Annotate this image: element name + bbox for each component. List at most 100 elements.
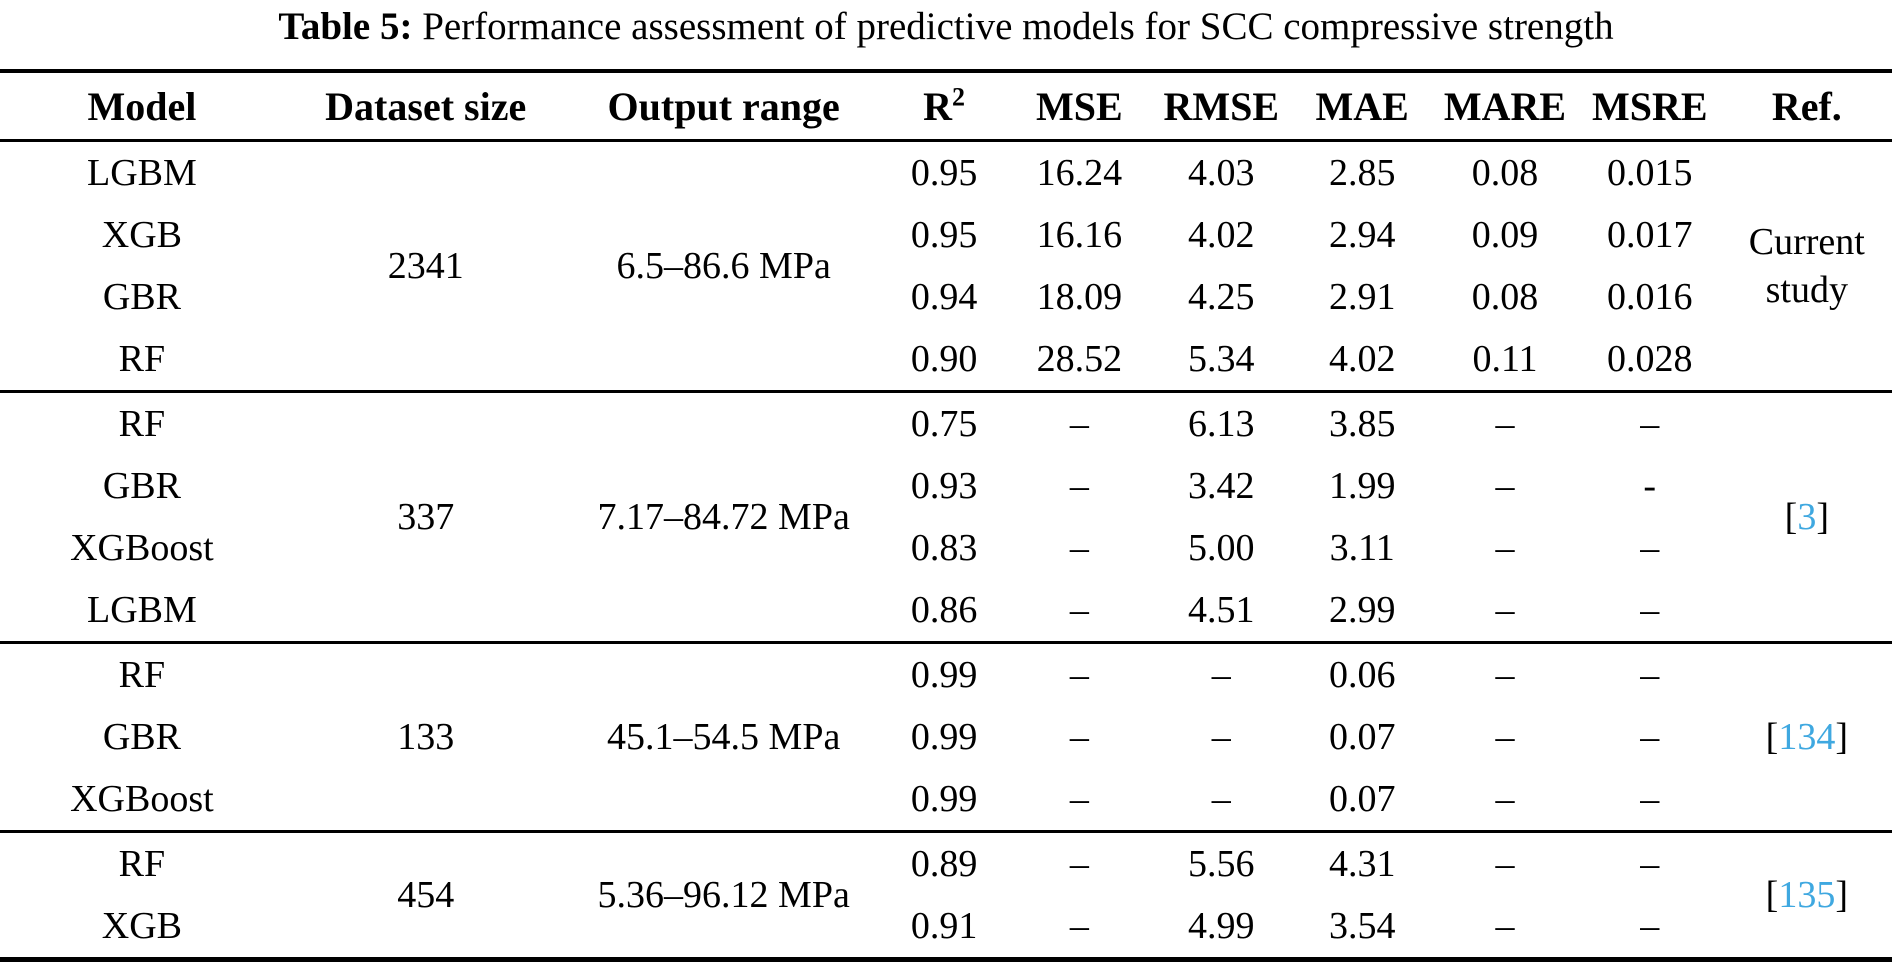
citation-bracket-close: ]: [1816, 496, 1829, 538]
citation-bracket-open: [: [1765, 874, 1779, 916]
cell-msre: -: [1643, 465, 1657, 507]
column-header-msre: MSRE: [1591, 83, 1708, 129]
column-header-rmse: RMSE: [1163, 83, 1280, 129]
column-header-r2: R2: [923, 82, 966, 129]
cell-r2: 0.75: [910, 403, 978, 445]
table-row: LGBM 0.86 – 4.51 2.99 – –: [0, 579, 1892, 643]
cell-mare: –: [1495, 654, 1515, 696]
table-row: XGBoost 0.83 – 5.00 3.11 – –: [0, 517, 1892, 579]
cell-mare: 0.09: [1471, 214, 1539, 256]
table-header: Model Dataset size Output range R2 MSE R…: [0, 71, 1892, 141]
cell-output-range: 45.1–54.5 MPa: [607, 716, 841, 758]
cell-r2: 0.95: [910, 214, 978, 256]
table-row: XGB 0.91 – 4.99 3.54 – –: [0, 895, 1892, 960]
cell-mare: –: [1495, 778, 1515, 820]
cell-rmse: 5.34: [1187, 338, 1255, 380]
cell-ref: [135]: [1722, 832, 1892, 960]
table-row: XGBoost 0.99 – – 0.07 – –: [0, 768, 1892, 832]
cell-mse: 16.24: [1036, 152, 1123, 194]
cell-r2: 0.95: [910, 152, 978, 194]
cell-msre: –: [1640, 654, 1660, 696]
cell-msre: 0.017: [1607, 214, 1693, 256]
cell-r2: 0.83: [910, 527, 978, 569]
table-caption-text: Performance assessment of predictive mod…: [412, 5, 1614, 48]
results-table: Model Dataset size Output range R2 MSE R…: [0, 69, 1892, 962]
citation: [3]: [1785, 496, 1829, 538]
cell-mse: 18.09: [1036, 276, 1123, 318]
table-row: RF 337 7.17–84.72 MPa 0.75 – 6.13 3.85 –…: [0, 392, 1892, 538]
cell-dataset-size: 2341: [387, 245, 464, 287]
cell-mare: 0.11: [1472, 338, 1538, 380]
table-row: RF 454 5.36–96.12 MPa 0.89 – 5.56 4.31 –…: [0, 832, 1892, 916]
cell-dataset-size: 454: [397, 874, 455, 916]
column-header-mare: MARE: [1443, 83, 1567, 129]
table-group-current-study: LGBM 2341 6.5–86.6 MPa 0.95 16.24 4.03 2…: [0, 141, 1892, 392]
cell-mse: –: [1069, 905, 1089, 947]
citation-bracket-open: [: [1784, 496, 1798, 538]
cell-model: GBR: [102, 465, 181, 507]
cell-model: GBR: [102, 716, 181, 758]
citation-link[interactable]: 134: [1778, 716, 1836, 758]
column-header-output-range: Output range: [607, 83, 840, 129]
cell-model: GBR: [102, 276, 181, 318]
cell-mse: –: [1069, 589, 1089, 631]
citation-link[interactable]: 3: [1797, 496, 1817, 538]
cell-msre: 0.028: [1607, 338, 1693, 380]
table-group-ref-134: RF 133 45.1–54.5 MPa 0.99 – – 0.06 – – […: [0, 643, 1892, 832]
cell-model: LGBM: [87, 589, 197, 631]
cell-r2: 0.99: [910, 778, 978, 820]
table-row: GBR 0.99 – – 0.07 – –: [0, 706, 1892, 768]
cell-model: RF: [118, 338, 166, 380]
cell-msre: –: [1640, 778, 1660, 820]
r2-superscript: 2: [952, 82, 966, 112]
cell-mare: –: [1495, 589, 1515, 631]
cell-mare: –: [1495, 716, 1515, 758]
table-group-ref-135: RF 454 5.36–96.12 MPa 0.89 – 5.56 4.31 –…: [0, 832, 1892, 960]
cell-mae: 0.06: [1328, 654, 1396, 696]
cell-mae: 2.85: [1328, 152, 1396, 194]
cell-model: RF: [118, 654, 166, 696]
cell-mse: –: [1069, 654, 1089, 696]
cell-r2: 0.91: [910, 905, 978, 947]
cell-mse: –: [1069, 527, 1089, 569]
table-row: RF 133 45.1–54.5 MPa 0.99 – – 0.06 – – […: [0, 643, 1892, 758]
cell-rmse: 3.42: [1187, 465, 1255, 507]
cell-model: XGB: [101, 214, 183, 256]
cell-mare: –: [1495, 905, 1515, 947]
cell-ref: [134]: [1722, 643, 1892, 832]
cell-mae: 3.11: [1329, 527, 1395, 569]
cell-mae: 0.07: [1328, 716, 1396, 758]
cell-r2: 0.94: [910, 276, 978, 318]
cell-rmse: 5.00: [1187, 527, 1255, 569]
cell-mae: 3.54: [1328, 905, 1396, 947]
cell-mae: 4.31: [1328, 843, 1396, 885]
cell-rmse: 4.02: [1187, 214, 1255, 256]
cell-rmse: 5.56: [1187, 843, 1255, 885]
cell-msre: –: [1640, 589, 1660, 631]
cell-rmse: –: [1211, 716, 1231, 758]
cell-model: XGBoost: [70, 778, 214, 820]
header-row: Model Dataset size Output range R2 MSE R…: [0, 71, 1892, 141]
cell-rmse: 4.03: [1187, 152, 1255, 194]
cell-model: XGB: [101, 905, 183, 947]
cell-mae: 2.94: [1328, 214, 1396, 256]
table-row: XGB 0.95 16.16 4.02 2.94 0.09 0.017: [0, 204, 1892, 266]
cell-msre: –: [1640, 716, 1660, 758]
cell-dataset-size: 133: [397, 716, 455, 758]
citation-link[interactable]: 135: [1778, 874, 1836, 916]
cell-output-range: 5.36–96.12 MPa: [597, 874, 850, 916]
cell-msre: –: [1640, 527, 1660, 569]
cell-mare: –: [1495, 843, 1515, 885]
citation-bracket-close: ]: [1835, 716, 1848, 758]
cell-mae: 4.02: [1328, 338, 1396, 380]
citation: [135]: [1766, 874, 1848, 916]
cell-rmse: –: [1211, 778, 1231, 820]
column-header-mse: MSE: [1036, 83, 1123, 129]
cell-rmse: –: [1211, 654, 1231, 696]
citation-bracket-open: [: [1765, 716, 1779, 758]
cell-output-range: 6.5–86.6 MPa: [616, 245, 831, 287]
cell-mse: 16.16: [1036, 214, 1123, 256]
citation: [134]: [1766, 716, 1848, 758]
citation-bracket-close: ]: [1835, 874, 1848, 916]
